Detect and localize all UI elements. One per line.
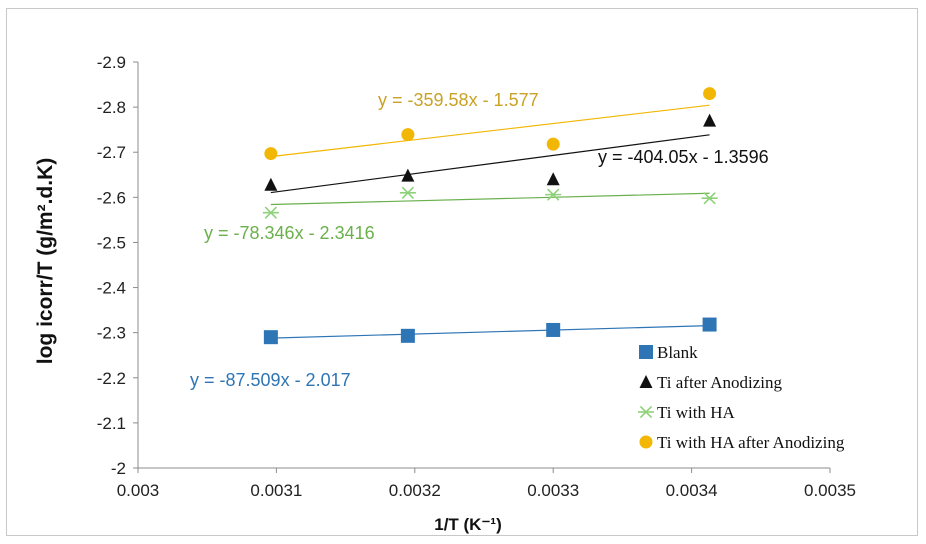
trendline-equation: y = -87.509x - 2.017 (190, 370, 351, 390)
y-tick-label: -2.3 (97, 324, 126, 343)
trendline-equations: y = -87.509x - 2.017 y = -404.05x - 1.359… (190, 90, 769, 390)
data-point-ti-after-anodizing (401, 168, 415, 182)
y-tick-label: -2.7 (97, 143, 126, 162)
asterisk-stroke (264, 206, 278, 219)
legend-label: Ti after Anodizing (657, 373, 782, 392)
trendline-equation: y = -78.346x - 2.3416 (204, 223, 375, 243)
trendline-equation: y = -404.05x - 1.3596 (598, 147, 769, 167)
data-point-ti-after-anodizing (264, 177, 278, 191)
legend: Blank Ti after Anodizing Ti with HA Ti with… (638, 343, 845, 452)
data-point-ti-with-ha-after-anodizing (401, 128, 415, 142)
data-point-ti-with-ha-after-anodizing (264, 147, 278, 161)
legend-marker (639, 435, 653, 449)
data-point-blank (546, 322, 561, 337)
asterisk-stroke (639, 405, 653, 419)
y-axis-title: log icorr/T (g/m².d.K) (34, 158, 57, 364)
data-points (262, 87, 718, 345)
trendlines (270, 104, 710, 339)
x-ticks: 0.003 0.0031 0.0032 0.0033 0.0034 0.0035 (117, 468, 856, 500)
y-tick-label: -2.9 (97, 53, 126, 72)
legend-label: Ti with HA after Anodizing (657, 433, 845, 452)
trendline-blank (270, 324, 710, 339)
asterisk-stroke (401, 186, 415, 199)
x-tick-label: 0.0033 (527, 481, 579, 500)
trendline-equation: y = -359.58x - 1.577 (378, 90, 539, 110)
legend-marker (638, 405, 654, 419)
legend-marker (639, 375, 653, 388)
asterisk-stroke (547, 188, 560, 201)
legend-label: Ti with HA (657, 403, 736, 422)
data-point-ti-after-anodizing (546, 172, 560, 186)
trendline-ti-with-ha-after-anodizing (270, 104, 710, 158)
trendline-ti-with-ha (270, 192, 710, 206)
legend-label: Blank (657, 343, 698, 362)
data-point-ti-with-ha (701, 192, 718, 205)
y-tick-label: -2.2 (97, 369, 126, 388)
data-point-blank (263, 330, 278, 345)
data-point-ti-with-ha (545, 188, 562, 201)
asterisk-stroke (703, 192, 716, 205)
data-point-ti-with-ha (399, 186, 416, 199)
x-tick-label: 0.003 (117, 481, 160, 500)
data-point-ti-with-ha-after-anodizing (546, 137, 560, 151)
axes (137, 62, 830, 469)
y-ticks: -2 -2.1 -2.2 -2.3 -2.4 -2.5 -2.6 -2.7 -2.8 -2.9 (97, 53, 138, 478)
data-point-blank (400, 328, 415, 343)
x-axis-title: 1/T (K⁻¹) (434, 515, 502, 534)
data-point-blank (702, 317, 717, 332)
trendline-ti-after-anodizing (270, 134, 710, 194)
y-tick-label: -2.6 (97, 188, 126, 207)
y-tick-label: -2 (111, 459, 126, 478)
y-tick-label: -2.8 (97, 98, 126, 117)
data-point-ti-with-ha-after-anodizing (703, 87, 717, 101)
chart-frame (6, 8, 918, 536)
legend-marker (639, 345, 653, 359)
x-tick-label: 0.0035 (804, 481, 856, 500)
x-tick-label: 0.0034 (666, 481, 718, 500)
y-tick-label: -2.5 (97, 233, 126, 252)
y-tick-label: -2.4 (97, 279, 126, 298)
x-tick-label: 0.0032 (389, 481, 441, 500)
y-tick-label: -2.1 (97, 414, 126, 433)
data-point-ti-with-ha (262, 206, 279, 219)
x-tick-label: 0.0031 (250, 481, 302, 500)
data-point-ti-after-anodizing (703, 113, 717, 127)
